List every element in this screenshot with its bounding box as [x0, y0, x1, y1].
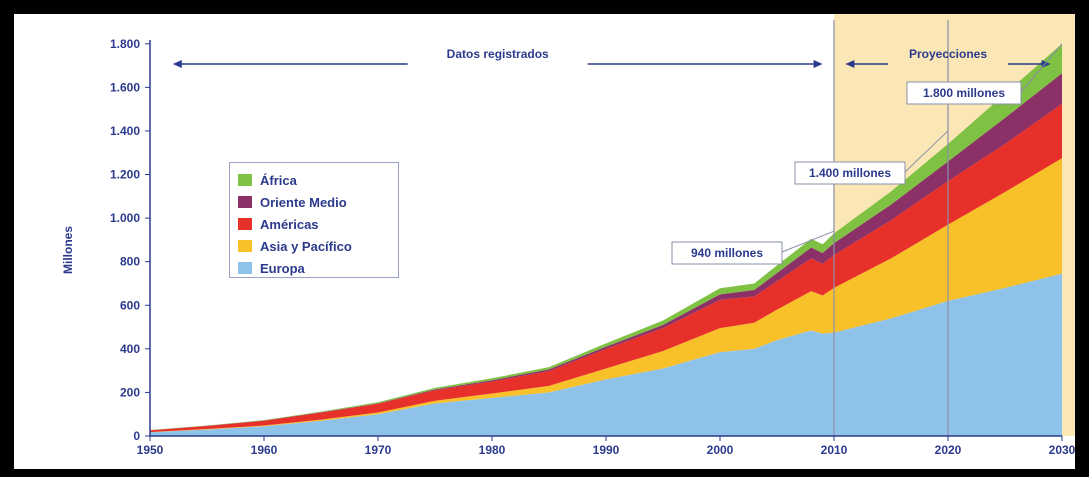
tourism-area-chart: 0 200 400 600 800 1.000 1.200 1.400 1.600 1.800 1… — [61, 14, 1075, 457]
legend-item: Asia y Pacífico — [238, 235, 390, 257]
y-tick-label: 600 — [120, 298, 140, 312]
x-tick-label: 2030 — [1049, 443, 1075, 457]
callout-2020: 1.400 millones — [794, 130, 949, 185]
legend-item: Europa — [238, 257, 390, 279]
y-axis-ticks: 0 200 400 600 800 1.000 1.200 1.400 1.600 1.800 — [110, 37, 150, 443]
legend: África Oriente Medio Américas Asia y Pacífi… — [229, 162, 399, 278]
chart-frame: 0 200 400 600 800 1.000 1.200 1.400 1.600 1.800 1… — [14, 14, 1075, 469]
x-tick-label: 1960 — [251, 443, 278, 457]
legend-item: Américas — [238, 213, 390, 235]
arrow-head — [1041, 60, 1051, 68]
y-tick-label: 1.800 — [110, 37, 140, 51]
callout-2010: 940 millones — [671, 230, 835, 265]
arrow-head — [845, 60, 855, 68]
callout-box — [794, 161, 906, 185]
y-tick-label: 0 — [133, 429, 140, 443]
callout-label: 1.400 millones — [809, 166, 891, 180]
callout-leader — [1020, 43, 1063, 93]
arrow-head — [813, 60, 823, 68]
arrow-head — [172, 60, 182, 68]
callout-label: 1.800 millones — [923, 86, 1005, 100]
legend-swatch — [238, 262, 252, 274]
period-arrows: Datos registrados Proyecciones — [172, 47, 1051, 68]
legend-swatch — [238, 174, 252, 186]
x-tick-label: 1990 — [593, 443, 620, 457]
legend-label: Américas — [260, 216, 319, 232]
x-tick-label: 2020 — [935, 443, 962, 457]
y-tick-label: 1.200 — [110, 168, 140, 182]
x-axis-ticks: 1950 1960 1970 1980 1990 2000 2010 2020 2030 — [137, 436, 1075, 457]
x-tick-label: 2010 — [821, 443, 848, 457]
legend-label: Asia y Pacífico — [260, 238, 352, 254]
legend-label: Europa — [260, 260, 305, 276]
y-tick-label: 1.600 — [110, 80, 140, 94]
x-tick-label: 2000 — [707, 443, 734, 457]
area-asia-y-pacifico — [150, 158, 1062, 433]
projections-label: Proyecciones — [909, 47, 987, 61]
callout-box — [906, 81, 1022, 105]
y-tick-label: 200 — [120, 385, 140, 399]
recorded-data-label: Datos registrados — [447, 47, 549, 61]
area-americas — [150, 103, 1062, 433]
x-tick-label: 1950 — [137, 443, 164, 457]
legend-swatch — [238, 240, 252, 252]
legend-label: Oriente Medio — [260, 194, 347, 210]
recorded-data-arrow: Datos registrados — [172, 47, 823, 68]
y-tick-label: 800 — [120, 255, 140, 269]
y-axis-title: Millones — [61, 226, 75, 274]
x-tick-label: 1980 — [479, 443, 506, 457]
y-tick-label: 1.400 — [110, 124, 140, 138]
y-tick-label: 400 — [120, 342, 140, 356]
legend-swatch — [238, 218, 252, 230]
projections-arrow: Proyecciones — [845, 47, 1051, 68]
callout-leader — [904, 130, 949, 173]
callout-label: 940 millones — [691, 246, 763, 260]
callout-2030: 1.800 millones — [906, 43, 1063, 105]
callout-leader — [781, 230, 835, 253]
callout-box — [671, 241, 783, 265]
y-tick-label: 1.000 — [110, 211, 140, 225]
value-callouts: 940 millones 1.400 millones 1.800 millones — [671, 43, 1063, 265]
legend-swatch — [238, 196, 252, 208]
x-tick-label: 1970 — [365, 443, 392, 457]
legend-item: Oriente Medio — [238, 191, 390, 213]
legend-item: África — [238, 169, 390, 191]
legend-label: África — [260, 172, 297, 188]
